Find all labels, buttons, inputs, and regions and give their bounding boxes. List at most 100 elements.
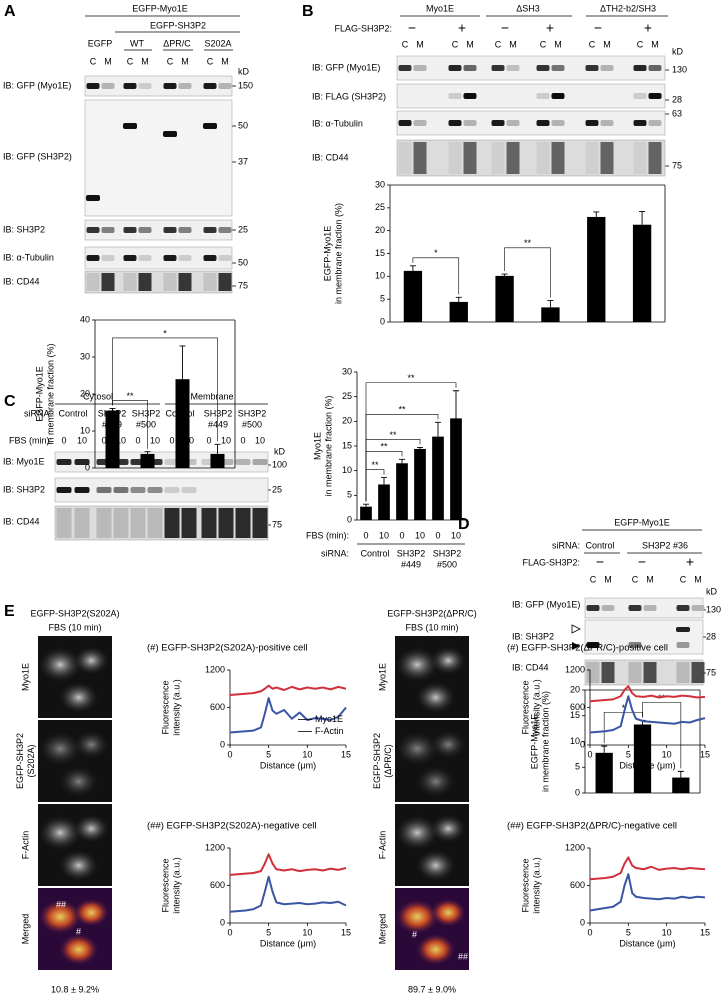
series-line (229, 853, 347, 876)
y-tick-label: 30 (375, 179, 385, 189)
blot-band (101, 227, 115, 233)
cell (395, 647, 440, 683)
y-axis-label: in membrane fraction (%) (45, 343, 55, 444)
x-tick-label: 15 (341, 749, 351, 759)
blot-band (113, 508, 129, 538)
cell (430, 814, 467, 843)
x-axis-label: Distance (μm) (619, 938, 675, 948)
blot-band (123, 83, 137, 89)
bar (587, 216, 606, 322)
blot-band (181, 508, 197, 538)
error-bar (601, 745, 608, 753)
y-tick-label: 0 (85, 462, 90, 472)
blot (84, 219, 233, 241)
blot-band (163, 227, 177, 233)
label: FBS (min): (306, 530, 349, 540)
blot-band (586, 642, 600, 648)
fraction-label: M (651, 39, 659, 49)
y-tick-label: 5 (380, 294, 385, 304)
cell (395, 731, 440, 767)
row-label: IB: CD44 (312, 152, 349, 162)
label: 75 (272, 519, 282, 529)
blot-band (252, 459, 268, 465)
y-tick-label: 20 (375, 225, 385, 235)
bar (360, 506, 372, 520)
fraction-label: M (554, 39, 562, 49)
legend-label: F-Actin (315, 726, 344, 736)
error-bar (677, 770, 684, 778)
significance-label: * (434, 248, 438, 258)
blot-band (163, 255, 177, 261)
unit-label: kD (706, 586, 718, 596)
x-tick-label: 0 (363, 530, 368, 540)
cell (73, 646, 110, 675)
y-tick-label: 0 (220, 917, 225, 927)
panel-letter: A (4, 3, 16, 20)
blot-band (628, 605, 642, 611)
cell (38, 815, 83, 851)
y-tick-label: 0 (580, 739, 585, 749)
sign: − (408, 20, 416, 36)
lane-label: #500 (136, 419, 156, 429)
group-label: ΔTH2-b2/SH3 (600, 3, 656, 13)
x-tick-label: 5 (626, 749, 631, 759)
bar (140, 453, 155, 468)
bar (450, 418, 462, 520)
y-tick-label: 600 (210, 702, 225, 712)
label: siRNA: (321, 548, 349, 558)
bar (632, 224, 652, 322)
blot-band (218, 83, 232, 89)
time-label: 0 (135, 435, 140, 445)
blot-band (218, 255, 232, 261)
blot-band (463, 93, 477, 99)
lane-label: #449 (208, 419, 228, 429)
x-tick-label: 10 (662, 927, 672, 937)
time-label: 10 (77, 435, 87, 445)
series-line (229, 684, 347, 696)
cell-mark: # (76, 926, 81, 936)
y-axis-label: Fluorescence (520, 858, 530, 912)
y-tick-label: 40 (80, 314, 90, 324)
panel-letter: B (302, 3, 314, 20)
blot-band (585, 120, 599, 126)
significance-label: ** (371, 460, 379, 470)
blot-band (101, 273, 115, 291)
y-tick-label: 15 (342, 440, 352, 450)
arrowhead-open (571, 624, 581, 634)
blot-band (138, 227, 152, 233)
time-label: 0 (240, 435, 245, 445)
blot-band (235, 459, 251, 465)
blot-band (643, 605, 657, 611)
sign: + (686, 554, 694, 570)
lane-label: SH3P2 (204, 408, 233, 418)
label: FBS (10 min) (405, 622, 458, 632)
fraction-label: C (637, 39, 644, 49)
cell (430, 646, 467, 675)
blot-band (178, 227, 192, 233)
sign: − (501, 20, 509, 36)
row-label: IB: α-Tubulin (312, 118, 363, 128)
cell (38, 899, 83, 935)
label: EGFP-Myo1E (132, 3, 188, 13)
cell (38, 731, 83, 767)
blot-band (633, 65, 647, 71)
fraction-label: C (632, 574, 639, 584)
significance-label: ** (389, 430, 397, 440)
blot-band (123, 123, 137, 129)
fraction-label: C (452, 39, 459, 49)
significance-bracket (412, 257, 460, 295)
blot-band (676, 642, 690, 648)
time-label: 0 (61, 435, 66, 445)
fraction-label: M (604, 574, 612, 584)
group-label: Myo1E (426, 3, 454, 13)
arrowhead-filled (572, 642, 580, 650)
fraction-label: M (141, 56, 149, 66)
blot-band (448, 120, 462, 126)
y-tick-label: 5 (575, 762, 580, 772)
fraction-label: C (207, 56, 214, 66)
y-tick-label: 1200 (205, 842, 225, 852)
fraction-label: M (694, 574, 702, 584)
lane-label: ΔPR/C (163, 38, 191, 48)
blot-band (491, 120, 505, 126)
blot-band (203, 273, 217, 291)
